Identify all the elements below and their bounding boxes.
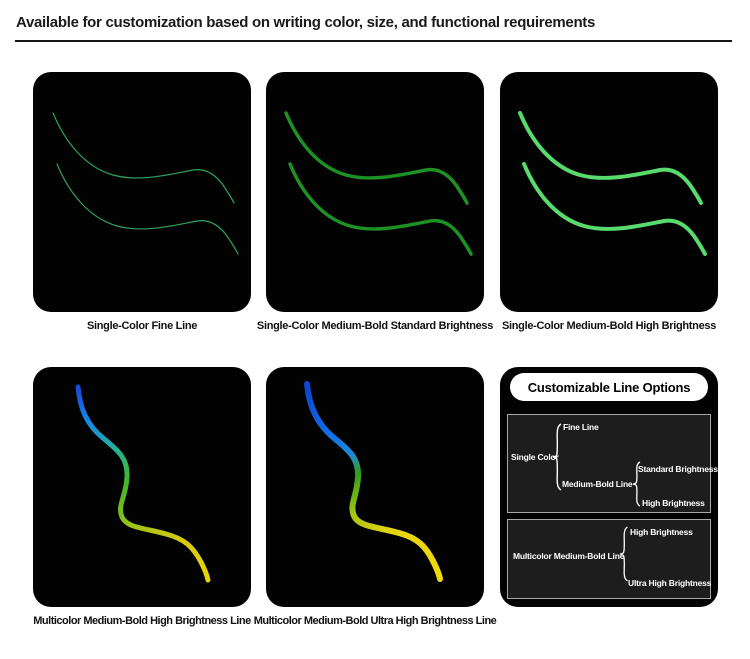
writing-stroke xyxy=(75,384,211,583)
curly-brace-icon xyxy=(632,461,641,507)
header-divider xyxy=(15,40,732,42)
multicolor-ultra-high-drawing xyxy=(304,381,443,582)
panel-multicolor-ultra-high-brightness xyxy=(266,367,484,607)
caption-single-color-medium-bold-high: Single-Color Medium-Bold High Brightness xyxy=(501,320,717,332)
writing-stroke xyxy=(56,163,239,255)
writing-stroke xyxy=(52,112,235,204)
writing-stroke xyxy=(284,111,469,205)
writing-stroke xyxy=(522,162,707,256)
fine-line-drawing xyxy=(52,112,239,255)
single-color-label: Single Color xyxy=(511,452,559,462)
options-title-pill: Customizable Line Options xyxy=(510,373,708,401)
caption-single-color-medium-bold-standard: Single-Color Medium-Bold Standard Bright… xyxy=(256,320,494,332)
standard-brightness-label: Standard Brightness xyxy=(638,464,718,474)
multicolor-high-drawing xyxy=(75,384,211,583)
medium-bold-standard-drawing xyxy=(284,111,473,256)
panel-single-color-medium-bold-high xyxy=(500,72,718,312)
ultra-high-brightness-label: Ultra High Brightness xyxy=(628,578,712,588)
medium-bold-line-label: Medium-Bold Line xyxy=(562,479,633,489)
page-title: Available for customization based on wri… xyxy=(16,14,596,31)
caption-single-color-fine-line: Single-Color Fine Line xyxy=(86,320,198,332)
curly-brace-icon xyxy=(552,423,562,491)
writing-stroke xyxy=(518,111,703,205)
medium-bold-high-drawing xyxy=(518,111,707,256)
single-color-options-box: Fine Line Single Color Medium-Bold Line … xyxy=(507,414,718,513)
panel-multicolor-high-brightness xyxy=(33,367,251,607)
writing-stroke xyxy=(304,381,443,582)
panel-single-color-fine-line xyxy=(33,72,251,312)
caption-multicolor-high-brightness: Multicolor Medium-Bold High Brightness L… xyxy=(33,615,251,627)
multi-high-brightness-label: High Brightness xyxy=(630,527,693,537)
caption-multicolor-ultra-high-brightness: Multicolor Medium-Bold Ultra High Bright… xyxy=(253,615,497,627)
multicolor-medium-bold-line-label: Multicolor Medium-Bold Line xyxy=(513,551,625,561)
writing-stroke xyxy=(288,162,473,256)
panel-single-color-medium-bold-standard xyxy=(266,72,484,312)
high-brightness-label: High Brightness xyxy=(642,498,705,508)
panel-customizable-line-options: Customizable Line Options Fine Line Sing… xyxy=(500,367,718,607)
options-title: Customizable Line Options xyxy=(527,379,691,395)
multicolor-options-box: High Brightness Multicolor Medium-Bold L… xyxy=(507,519,711,599)
fine-line-label: Fine Line xyxy=(563,422,599,432)
curly-brace-icon xyxy=(619,526,628,582)
